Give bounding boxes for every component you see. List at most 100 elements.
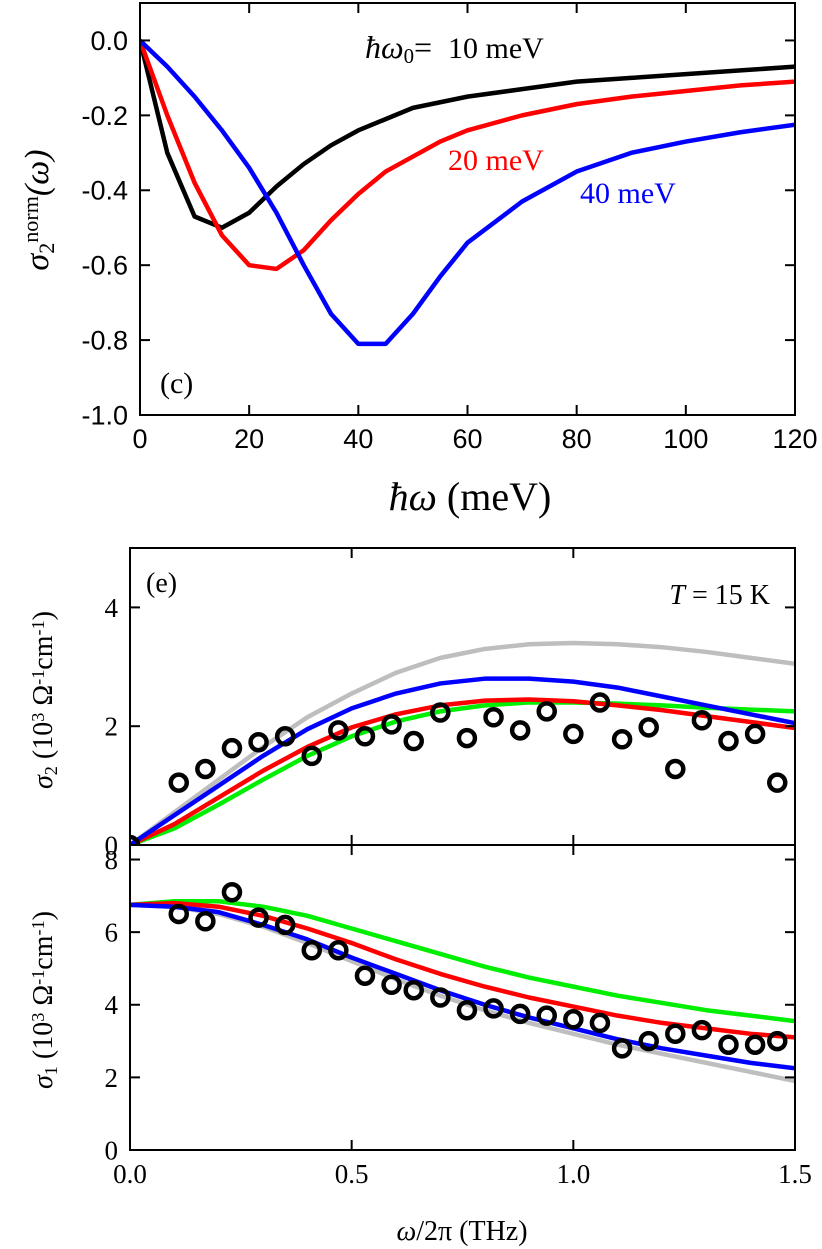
y-axis-label-part: Ω xyxy=(28,985,59,1013)
x-axis-label-part: ħω xyxy=(389,474,437,519)
y-tick-label: -0.4 xyxy=(81,176,128,206)
y-tick-label: 2 xyxy=(105,1063,119,1093)
x-axis-label-part: /2π (THz) xyxy=(416,1216,527,1247)
series-label: 40 meV xyxy=(580,177,676,210)
data-point xyxy=(328,720,349,741)
data-point xyxy=(589,1012,611,1034)
x-tick-label: 120 xyxy=(772,424,817,454)
data-point xyxy=(744,1034,766,1055)
series-line xyxy=(130,902,795,1071)
data-point xyxy=(403,979,424,1001)
x-tick-label: 1.0 xyxy=(556,1159,590,1189)
data-point xyxy=(483,998,504,1019)
data-point xyxy=(456,999,478,1021)
x-axis-label: ħω (meV) xyxy=(389,474,552,519)
data-point xyxy=(718,730,739,752)
x-axis-label-part: ω xyxy=(396,1216,416,1247)
data-point xyxy=(563,723,584,745)
y-tick-label: 2 xyxy=(105,712,119,742)
data-point xyxy=(430,702,451,723)
panel-label: (c) xyxy=(160,367,193,400)
x-tick-label: 0.0 xyxy=(113,1159,147,1189)
y-tick-label: 6 xyxy=(105,918,119,948)
y-axis-label-part: 3 xyxy=(28,713,48,722)
data-point xyxy=(536,1005,557,1026)
annotation-part: = xyxy=(414,29,432,65)
data-point xyxy=(168,903,190,925)
y-axis-label-part: 3 xyxy=(28,1013,48,1022)
data-point xyxy=(354,726,376,747)
y-axis-label-part: 2 xyxy=(41,766,61,775)
data-point xyxy=(767,772,788,793)
series-line xyxy=(130,899,795,1024)
annotation-part: ħω xyxy=(365,29,404,65)
series-line xyxy=(140,39,795,230)
y-tick-label: 4 xyxy=(105,990,119,1020)
y-axis-label: σ2norm(ω) xyxy=(18,149,58,270)
data-point xyxy=(195,758,216,780)
data-point xyxy=(589,692,611,713)
data-point xyxy=(248,907,269,928)
data-point xyxy=(301,940,323,961)
data-point xyxy=(563,1009,584,1030)
y-axis-label: σ1 (103 Ω-1cm-1) xyxy=(28,911,61,1089)
x-tick-label: 40 xyxy=(343,424,373,454)
series-line xyxy=(130,700,795,845)
y-axis-label-part: cm xyxy=(28,635,59,669)
y-axis-label-part: (ω) xyxy=(19,149,56,196)
y-tick-label: 0 xyxy=(105,1135,119,1165)
series-line xyxy=(130,640,795,845)
data-point xyxy=(611,729,633,750)
series-line xyxy=(130,676,795,845)
data-point xyxy=(248,731,269,753)
data-point xyxy=(274,914,296,936)
series-label: 20 meV xyxy=(448,144,544,177)
plot-frame xyxy=(129,844,796,1151)
data-point xyxy=(354,965,376,986)
x-tick-label: 60 xyxy=(452,424,482,454)
data-point xyxy=(638,1030,659,1052)
y-tick-label: -0.8 xyxy=(81,326,128,356)
series-label: 10 meV xyxy=(448,32,544,65)
y-axis-label-part: cm xyxy=(28,935,59,969)
x-tick-label: 0 xyxy=(132,424,147,454)
data-point xyxy=(611,1038,633,1059)
data-point xyxy=(301,745,323,767)
data-point xyxy=(430,987,451,1008)
y-axis-label-part: norm xyxy=(18,196,43,243)
y-axis-label-part: -1 xyxy=(28,970,48,985)
annotation: ħω0= xyxy=(365,29,432,68)
data-point xyxy=(221,881,243,903)
series-group xyxy=(140,38,795,347)
series-group xyxy=(130,881,795,1084)
y-axis-label-part: σ xyxy=(28,1074,59,1089)
y-axis-label-part: (10 xyxy=(28,722,59,766)
data-point xyxy=(665,758,686,780)
annotation-part: 0 xyxy=(404,45,414,68)
series-line xyxy=(140,38,795,347)
y-axis-label-part: σ xyxy=(28,774,59,789)
data-point xyxy=(381,714,402,735)
x-axis-label-part: (meV) xyxy=(437,474,551,519)
y-tick-label: -1.0 xyxy=(81,400,128,430)
y-axis-label-part: ) xyxy=(28,911,59,920)
y-axis-label-part: Ω xyxy=(28,685,59,713)
y-axis-label-part: 1 xyxy=(41,1066,61,1075)
data-point xyxy=(665,1023,686,1045)
data-point xyxy=(691,1019,713,1041)
data-point xyxy=(483,707,504,728)
data-point xyxy=(381,974,402,996)
y-axis-label-part: 2 xyxy=(34,243,59,254)
y-tick-label: 4 xyxy=(105,593,119,623)
annotation-part: = 15 K xyxy=(685,580,770,611)
y-tick-label: 0 xyxy=(105,830,119,860)
x-tick-label: 1.5 xyxy=(778,1159,812,1189)
data-point xyxy=(274,726,296,747)
data-point xyxy=(691,710,713,731)
data-point xyxy=(456,727,478,749)
data-point xyxy=(168,772,190,793)
data-point xyxy=(718,1034,739,1055)
y-axis-label-part: -1 xyxy=(28,620,48,635)
y-axis-label: σ2 (103 Ω-1cm-1) xyxy=(28,611,61,789)
